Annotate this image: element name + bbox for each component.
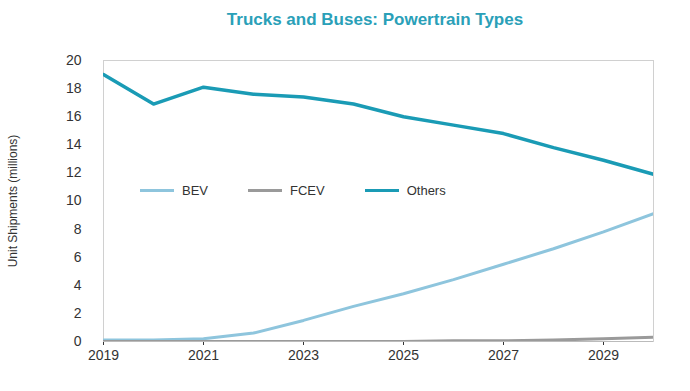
html-text:FCEV: FCEV bbox=[290, 183, 325, 198]
svg-text:2029: 2029 bbox=[588, 347, 619, 363]
svg-text:18: 18 bbox=[66, 80, 82, 96]
svg-text:12: 12 bbox=[66, 164, 82, 180]
html-text:BEV: BEV bbox=[182, 183, 208, 198]
html-text:Others: Others bbox=[406, 183, 446, 198]
svg-text:4: 4 bbox=[74, 277, 82, 293]
svg-text:8: 8 bbox=[74, 221, 82, 237]
svg-text:20: 20 bbox=[66, 52, 82, 68]
svg-text:2019: 2019 bbox=[88, 347, 119, 363]
svg-text:2021: 2021 bbox=[188, 347, 219, 363]
svg-text:2027: 2027 bbox=[488, 347, 519, 363]
svg-text:6: 6 bbox=[74, 249, 82, 265]
svg-text:0: 0 bbox=[74, 333, 82, 349]
html-text:Trucks and Buses: Powertrain T: Trucks and Buses: Powertrain Types bbox=[226, 10, 524, 29]
svg-text:14: 14 bbox=[66, 136, 82, 152]
svg-text:16: 16 bbox=[66, 108, 82, 124]
svg-text:2023: 2023 bbox=[288, 347, 319, 363]
svg-text:2025: 2025 bbox=[388, 347, 419, 363]
svg-text:10: 10 bbox=[66, 192, 82, 208]
svg-text:2: 2 bbox=[74, 305, 82, 321]
svg-text:Unit Shipments (millions): Unit Shipments (millions) bbox=[6, 135, 20, 268]
